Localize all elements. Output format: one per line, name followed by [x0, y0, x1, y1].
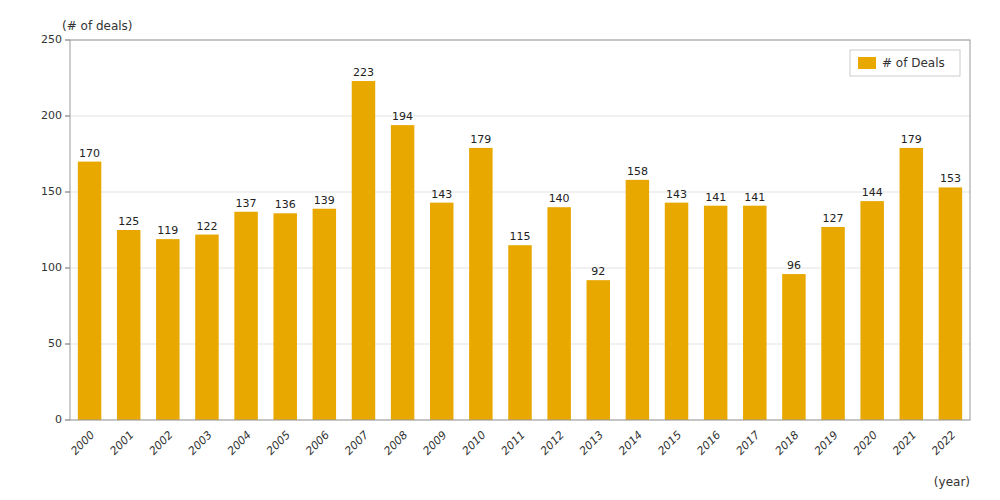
x-tick-label: 2017	[734, 429, 763, 458]
data-label: 136	[275, 198, 296, 211]
bar	[587, 280, 610, 420]
data-label: 170	[79, 147, 100, 160]
y-tick-label: 250	[41, 33, 62, 46]
x-tick-label: 2003	[186, 429, 215, 458]
bar	[273, 213, 296, 420]
data-label: 179	[470, 133, 491, 146]
y-axis: 0 50 100 150 200 250	[41, 33, 70, 426]
bar	[939, 187, 962, 420]
bar	[195, 235, 218, 420]
legend-swatch	[858, 57, 876, 69]
data-label: 141	[744, 191, 765, 204]
bar	[900, 148, 923, 420]
data-label: 141	[705, 191, 726, 204]
x-axis: 2000 2001 2002 2003 2004 2005 2006 2007 2008 2009…	[68, 429, 958, 458]
data-label: 125	[118, 215, 139, 228]
data-label: 96	[787, 259, 801, 272]
bar	[117, 230, 140, 420]
bar	[626, 180, 649, 420]
x-tick-label: 2013	[577, 429, 606, 458]
legend-label: # of Deals	[882, 56, 945, 70]
data-label: 144	[862, 186, 883, 199]
grid-line	[70, 192, 970, 193]
data-label: 179	[901, 133, 922, 146]
data-label: 92	[591, 265, 605, 278]
data-labels: 170 125 119 122 137 136 139 223 194 143 179 115 140 9…	[79, 66, 961, 278]
x-tick-label: 2019	[812, 429, 841, 458]
x-tick-label: 2002	[147, 429, 176, 458]
y-tick-label: 200	[41, 109, 62, 122]
data-label: 127	[823, 212, 844, 225]
legend: # of Deals	[850, 50, 960, 76]
bar	[821, 227, 844, 420]
data-label: 137	[236, 197, 257, 210]
data-label: 140	[549, 192, 570, 205]
bar	[234, 212, 257, 420]
data-label: 119	[157, 224, 178, 237]
x-tick-label: 2018	[773, 429, 802, 458]
bar	[860, 201, 883, 420]
data-label: 153	[940, 172, 961, 185]
x-tick-label: 2022	[929, 429, 958, 458]
bar	[430, 203, 453, 420]
data-label: 143	[431, 188, 452, 201]
y-tick-label: 50	[48, 337, 62, 350]
data-label: 115	[510, 230, 531, 243]
x-tick-label: 2016	[694, 429, 723, 458]
x-tick-label: 2014	[616, 429, 645, 458]
y-tick	[65, 344, 70, 345]
bar	[547, 207, 570, 420]
bar	[156, 239, 179, 420]
y-tick-label: 150	[41, 185, 62, 198]
x-tick-label: 2009	[421, 429, 450, 458]
chart: 0501001502002501701251191221371361392231…	[0, 0, 1000, 500]
x-tick-label: 2004	[225, 429, 254, 458]
y-tick	[65, 268, 70, 269]
x-tick-label: 2020	[851, 429, 880, 458]
x-tick-label: 2011	[499, 429, 528, 458]
y-tick	[65, 192, 70, 193]
y-tick-label: 100	[41, 261, 62, 274]
x-tick-label: 2001	[107, 429, 136, 458]
y-tick	[65, 40, 70, 41]
bar	[469, 148, 492, 420]
bar	[313, 209, 336, 420]
x-axis-label: (year)	[934, 475, 970, 489]
bar	[665, 203, 688, 420]
x-tick-label: 2007	[342, 429, 371, 458]
grid-line	[70, 116, 970, 117]
x-tick-label: 2005	[264, 429, 293, 458]
bar	[782, 274, 805, 420]
data-label: 158	[627, 165, 648, 178]
bars	[78, 81, 962, 420]
x-tick-label: 2015	[655, 429, 684, 458]
bar	[391, 125, 414, 420]
bar	[508, 245, 531, 420]
bar	[704, 206, 727, 420]
plot-frame	[70, 40, 970, 420]
background	[0, 0, 1000, 500]
x-tick-label: 2012	[538, 429, 567, 458]
legend-box	[850, 50, 960, 76]
y-tick-label: 0	[55, 413, 62, 426]
bar	[352, 81, 375, 420]
data-label: 122	[196, 220, 217, 233]
data-label: 139	[314, 194, 335, 207]
x-tick-label: 2021	[890, 429, 919, 458]
bar	[743, 206, 766, 420]
x-tick-label: 2008	[381, 429, 410, 458]
data-label: 223	[353, 66, 374, 79]
x-tick-label: 2006	[303, 429, 332, 458]
grid	[70, 40, 970, 420]
y-tick	[65, 116, 70, 117]
y-tick	[65, 420, 70, 421]
x-tick-label: 2010	[460, 429, 489, 458]
data-label: 194	[392, 110, 413, 123]
x-tick-label: 2000	[68, 429, 97, 458]
y-axis-label: (# of deals)	[62, 19, 133, 33]
data-label: 143	[666, 188, 687, 201]
bar	[78, 162, 101, 420]
